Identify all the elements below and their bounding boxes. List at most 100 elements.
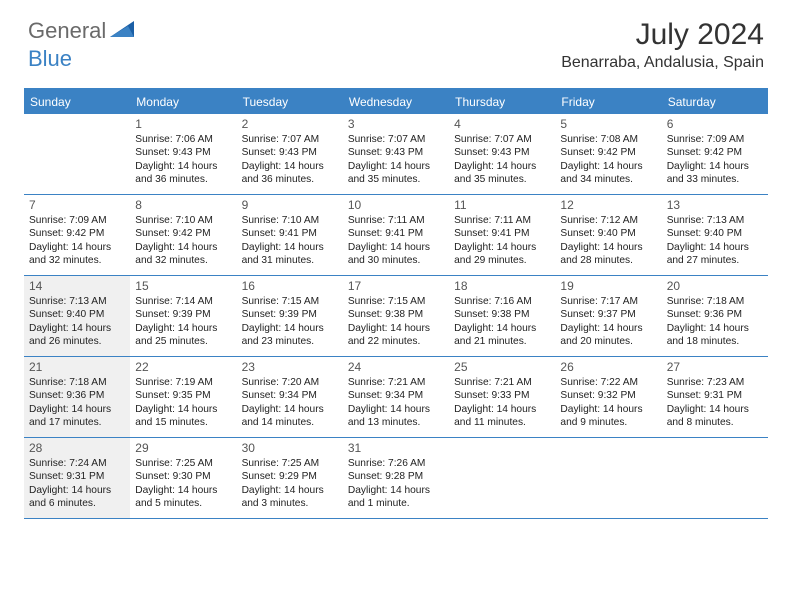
sunrise-text: Sunrise: 7:15 AM bbox=[348, 295, 444, 308]
day-number: 14 bbox=[29, 279, 125, 293]
daylight-text: Daylight: 14 hours and 8 minutes. bbox=[667, 403, 763, 430]
sunrise-text: Sunrise: 7:15 AM bbox=[242, 295, 338, 308]
empty-cell bbox=[449, 438, 555, 518]
day-number: 18 bbox=[454, 279, 550, 293]
day-cell: 14Sunrise: 7:13 AMSunset: 9:40 PMDayligh… bbox=[24, 276, 130, 356]
day-number: 5 bbox=[560, 117, 656, 131]
empty-cell bbox=[662, 438, 768, 518]
sunset-text: Sunset: 9:38 PM bbox=[454, 308, 550, 321]
day-number: 31 bbox=[348, 441, 444, 455]
day-cell: 7Sunrise: 7:09 AMSunset: 9:42 PMDaylight… bbox=[24, 195, 130, 275]
day-cell: 13Sunrise: 7:13 AMSunset: 9:40 PMDayligh… bbox=[662, 195, 768, 275]
day-number: 29 bbox=[135, 441, 231, 455]
daylight-text: Daylight: 14 hours and 35 minutes. bbox=[454, 160, 550, 187]
daylight-text: Daylight: 14 hours and 14 minutes. bbox=[242, 403, 338, 430]
day-cell: 20Sunrise: 7:18 AMSunset: 9:36 PMDayligh… bbox=[662, 276, 768, 356]
day-cell: 29Sunrise: 7:25 AMSunset: 9:30 PMDayligh… bbox=[130, 438, 236, 518]
daylight-text: Daylight: 14 hours and 6 minutes. bbox=[29, 484, 125, 511]
day-number: 12 bbox=[560, 198, 656, 212]
week-row: 14Sunrise: 7:13 AMSunset: 9:40 PMDayligh… bbox=[24, 276, 768, 357]
sunrise-text: Sunrise: 7:12 AM bbox=[560, 214, 656, 227]
day-cell: 23Sunrise: 7:20 AMSunset: 9:34 PMDayligh… bbox=[237, 357, 343, 437]
day-number: 28 bbox=[29, 441, 125, 455]
sunrise-text: Sunrise: 7:26 AM bbox=[348, 457, 444, 470]
daylight-text: Daylight: 14 hours and 32 minutes. bbox=[135, 241, 231, 268]
daylight-text: Daylight: 14 hours and 29 minutes. bbox=[454, 241, 550, 268]
weekday-header: Sunday bbox=[24, 90, 130, 114]
daylight-text: Daylight: 14 hours and 28 minutes. bbox=[560, 241, 656, 268]
daylight-text: Daylight: 14 hours and 23 minutes. bbox=[242, 322, 338, 349]
sunset-text: Sunset: 9:43 PM bbox=[454, 146, 550, 159]
brand-triangle-icon bbox=[110, 19, 136, 44]
daylight-text: Daylight: 14 hours and 22 minutes. bbox=[348, 322, 444, 349]
sunset-text: Sunset: 9:40 PM bbox=[560, 227, 656, 240]
sunset-text: Sunset: 9:33 PM bbox=[454, 389, 550, 402]
daylight-text: Daylight: 14 hours and 9 minutes. bbox=[560, 403, 656, 430]
sunset-text: Sunset: 9:42 PM bbox=[135, 227, 231, 240]
sunset-text: Sunset: 9:41 PM bbox=[242, 227, 338, 240]
sunset-text: Sunset: 9:39 PM bbox=[135, 308, 231, 321]
day-cell: 27Sunrise: 7:23 AMSunset: 9:31 PMDayligh… bbox=[662, 357, 768, 437]
daylight-text: Daylight: 14 hours and 15 minutes. bbox=[135, 403, 231, 430]
sunrise-text: Sunrise: 7:07 AM bbox=[454, 133, 550, 146]
sunrise-text: Sunrise: 7:25 AM bbox=[242, 457, 338, 470]
header: General July 2024 Benarraba, Andalusia, … bbox=[0, 0, 792, 80]
day-cell: 6Sunrise: 7:09 AMSunset: 9:42 PMDaylight… bbox=[662, 114, 768, 194]
daylight-text: Daylight: 14 hours and 30 minutes. bbox=[348, 241, 444, 268]
sunset-text: Sunset: 9:43 PM bbox=[135, 146, 231, 159]
location-text: Benarraba, Andalusia, Spain bbox=[561, 54, 764, 72]
sunrise-text: Sunrise: 7:20 AM bbox=[242, 376, 338, 389]
weekday-header-row: SundayMondayTuesdayWednesdayThursdayFrid… bbox=[24, 90, 768, 114]
sunset-text: Sunset: 9:36 PM bbox=[29, 389, 125, 402]
sunrise-text: Sunrise: 7:18 AM bbox=[667, 295, 763, 308]
sunset-text: Sunset: 9:43 PM bbox=[348, 146, 444, 159]
day-number: 27 bbox=[667, 360, 763, 374]
calendar: SundayMondayTuesdayWednesdayThursdayFrid… bbox=[24, 88, 768, 519]
day-cell: 10Sunrise: 7:11 AMSunset: 9:41 PMDayligh… bbox=[343, 195, 449, 275]
day-number: 20 bbox=[667, 279, 763, 293]
daylight-text: Daylight: 14 hours and 32 minutes. bbox=[29, 241, 125, 268]
brand-logo: General bbox=[28, 18, 138, 44]
sunrise-text: Sunrise: 7:08 AM bbox=[560, 133, 656, 146]
day-number: 1 bbox=[135, 117, 231, 131]
sunrise-text: Sunrise: 7:06 AM bbox=[135, 133, 231, 146]
day-number: 4 bbox=[454, 117, 550, 131]
day-number: 3 bbox=[348, 117, 444, 131]
sunrise-text: Sunrise: 7:11 AM bbox=[454, 214, 550, 227]
daylight-text: Daylight: 14 hours and 3 minutes. bbox=[242, 484, 338, 511]
day-cell: 21Sunrise: 7:18 AMSunset: 9:36 PMDayligh… bbox=[24, 357, 130, 437]
sunrise-text: Sunrise: 7:18 AM bbox=[29, 376, 125, 389]
daylight-text: Daylight: 14 hours and 36 minutes. bbox=[135, 160, 231, 187]
daylight-text: Daylight: 14 hours and 33 minutes. bbox=[667, 160, 763, 187]
day-cell: 8Sunrise: 7:10 AMSunset: 9:42 PMDaylight… bbox=[130, 195, 236, 275]
sunset-text: Sunset: 9:35 PM bbox=[135, 389, 231, 402]
sunrise-text: Sunrise: 7:19 AM bbox=[135, 376, 231, 389]
day-number: 6 bbox=[667, 117, 763, 131]
daylight-text: Daylight: 14 hours and 1 minute. bbox=[348, 484, 444, 511]
weekday-header: Thursday bbox=[449, 90, 555, 114]
weekday-header: Friday bbox=[555, 90, 661, 114]
sunset-text: Sunset: 9:42 PM bbox=[560, 146, 656, 159]
day-number: 26 bbox=[560, 360, 656, 374]
sunset-text: Sunset: 9:30 PM bbox=[135, 470, 231, 483]
sunrise-text: Sunrise: 7:21 AM bbox=[454, 376, 550, 389]
day-cell: 5Sunrise: 7:08 AMSunset: 9:42 PMDaylight… bbox=[555, 114, 661, 194]
sunset-text: Sunset: 9:42 PM bbox=[29, 227, 125, 240]
sunrise-text: Sunrise: 7:10 AM bbox=[242, 214, 338, 227]
sunset-text: Sunset: 9:41 PM bbox=[454, 227, 550, 240]
day-cell: 19Sunrise: 7:17 AMSunset: 9:37 PMDayligh… bbox=[555, 276, 661, 356]
weekday-header: Tuesday bbox=[237, 90, 343, 114]
day-cell: 26Sunrise: 7:22 AMSunset: 9:32 PMDayligh… bbox=[555, 357, 661, 437]
day-cell: 15Sunrise: 7:14 AMSunset: 9:39 PMDayligh… bbox=[130, 276, 236, 356]
brand-part2-wrap: Blue bbox=[28, 46, 72, 72]
week-row: 28Sunrise: 7:24 AMSunset: 9:31 PMDayligh… bbox=[24, 438, 768, 519]
sunrise-text: Sunrise: 7:13 AM bbox=[667, 214, 763, 227]
sunrise-text: Sunrise: 7:16 AM bbox=[454, 295, 550, 308]
daylight-text: Daylight: 14 hours and 36 minutes. bbox=[242, 160, 338, 187]
day-number: 22 bbox=[135, 360, 231, 374]
daylight-text: Daylight: 14 hours and 11 minutes. bbox=[454, 403, 550, 430]
daylight-text: Daylight: 14 hours and 20 minutes. bbox=[560, 322, 656, 349]
sunrise-text: Sunrise: 7:11 AM bbox=[348, 214, 444, 227]
daylight-text: Daylight: 14 hours and 13 minutes. bbox=[348, 403, 444, 430]
daylight-text: Daylight: 14 hours and 31 minutes. bbox=[242, 241, 338, 268]
